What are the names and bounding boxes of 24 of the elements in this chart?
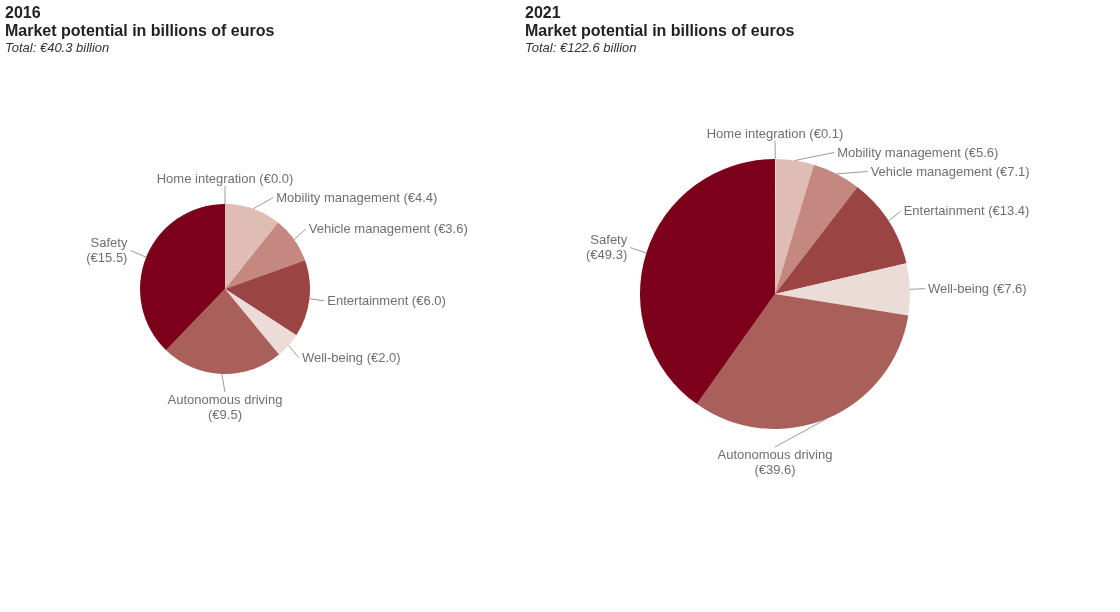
chart-subtitle: Market potential in billions of euros (5, 22, 275, 39)
slice-label: Home integration (€0.1) (706, 125, 844, 141)
slice-label: Autonomous driving (717, 446, 833, 462)
text: Total: €122.6 billion (525, 40, 637, 55)
category-label: Home integration (€0.0) (156, 170, 294, 186)
data-label: (€39.6) (754, 461, 796, 477)
slice-label: Vehicle management (€3.6) (308, 221, 468, 237)
text: Total: €40.3 billion (5, 40, 110, 55)
chart-title: 2021 (525, 4, 561, 21)
slice-label: Safety (90, 235, 128, 250)
slice-label: Mobility management (€4.4) (276, 189, 438, 205)
chart-title: 2016 (5, 4, 41, 21)
slice-label: Safety (590, 232, 628, 248)
data-label: (€9.5) (208, 406, 242, 422)
slice-label: Well-being (€7.6) (927, 280, 1027, 296)
slice-label: Vehicle management (€7.1) (870, 163, 1030, 179)
data-label: (€15.5) (86, 250, 128, 265)
slice-label: Well-being (€2.0) (301, 349, 401, 365)
slice-label: Mobility management (€5.6) (837, 144, 999, 160)
chart-subtitle: Market potential in billions of euros (525, 22, 795, 39)
slice-label: Autonomous driving (167, 391, 283, 407)
slice-label: Entertainment (€6.0) (327, 292, 446, 308)
data-label: (€49.3) (586, 247, 628, 263)
slice-label: Entertainment (€13.4) (903, 203, 1030, 219)
